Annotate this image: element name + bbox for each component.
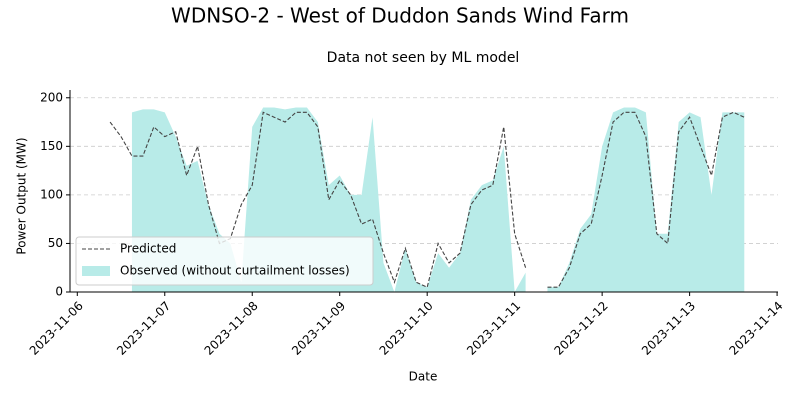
observed-area (547, 107, 745, 292)
x-tick-label: 2023-11-13 (639, 299, 698, 358)
x-tick-label: 2023-11-12 (552, 299, 611, 358)
predicted-line (547, 111, 745, 288)
legend-label: Predicted (120, 242, 176, 256)
y-tick-label: 50 (48, 236, 63, 250)
legend-label: Observed (without curtailment losses) (120, 264, 350, 278)
y-axis-label: Power Output (MW) (15, 137, 29, 254)
x-tick-label: 2023-11-11 (464, 299, 523, 358)
y-tick-label: 100 (40, 187, 63, 201)
x-tick-label: 2023-11-06 (27, 299, 86, 358)
legend: Predicted Observed (without curtailment l… (75, 236, 374, 286)
x-tick-label: 2023-11-07 (114, 299, 173, 358)
chart-title: WDNSO-2 - West of Duddon Sands Wind Farm (171, 4, 629, 28)
legend-box (75, 236, 374, 286)
y-tick-label: 0 (55, 285, 63, 299)
x-axis-label: Date (409, 370, 438, 384)
y-tick-label: 150 (40, 139, 63, 153)
y-tick-label: 200 (40, 90, 63, 104)
x-tick-label: 2023-11-10 (377, 299, 436, 358)
chart-subtitle: Data not seen by ML model (327, 50, 520, 66)
x-tick-label: 2023-11-14 (726, 299, 785, 358)
x-tick-label: 2023-11-08 (202, 299, 261, 358)
legend-swatch (82, 266, 110, 276)
x-tick-label: 2023-11-09 (289, 299, 348, 358)
